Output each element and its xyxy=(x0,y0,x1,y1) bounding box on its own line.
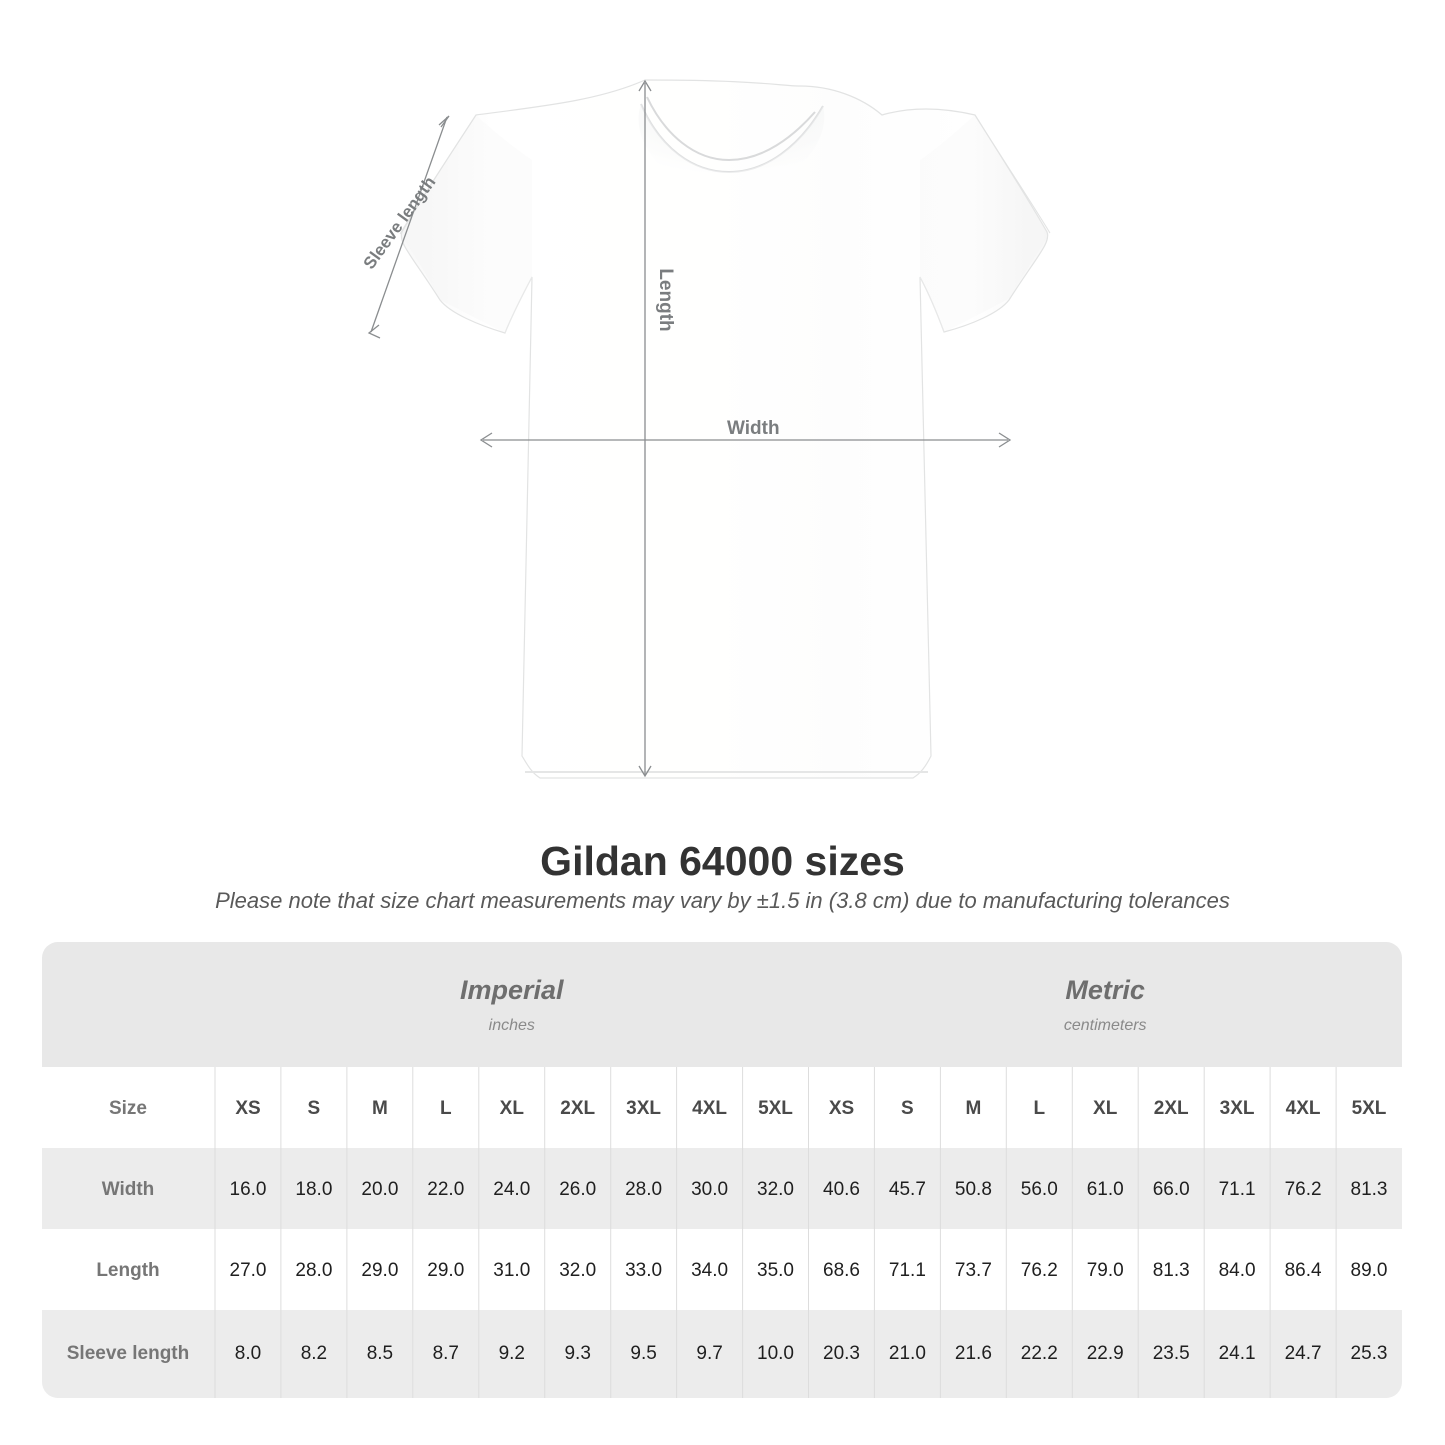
svg-text:29.0: 29.0 xyxy=(361,1260,398,1281)
svg-text:27.0: 27.0 xyxy=(230,1260,267,1281)
svg-text:2XL: 2XL xyxy=(1154,1098,1189,1119)
svg-text:L: L xyxy=(1033,1098,1045,1119)
svg-text:8.7: 8.7 xyxy=(433,1343,459,1364)
svg-text:3XL: 3XL xyxy=(1220,1098,1255,1119)
svg-text:40.6: 40.6 xyxy=(823,1179,860,1200)
svg-text:81.3: 81.3 xyxy=(1351,1179,1388,1200)
svg-text:3XL: 3XL xyxy=(626,1098,661,1119)
svg-text:XL: XL xyxy=(500,1098,525,1119)
svg-text:Imperial: Imperial xyxy=(460,975,564,1005)
svg-text:Width: Width xyxy=(727,418,780,439)
svg-text:9.2: 9.2 xyxy=(499,1343,525,1364)
svg-text:34.0: 34.0 xyxy=(691,1260,728,1281)
svg-text:S: S xyxy=(308,1098,321,1119)
svg-text:4XL: 4XL xyxy=(692,1098,727,1119)
svg-text:M: M xyxy=(965,1098,981,1119)
svg-text:25.3: 25.3 xyxy=(1351,1343,1388,1364)
svg-text:18.0: 18.0 xyxy=(295,1179,332,1200)
svg-text:9.5: 9.5 xyxy=(630,1343,656,1364)
svg-text:33.0: 33.0 xyxy=(625,1260,662,1281)
svg-text:89.0: 89.0 xyxy=(1351,1260,1388,1281)
svg-text:21.0: 21.0 xyxy=(889,1343,926,1364)
svg-text:86.4: 86.4 xyxy=(1285,1260,1322,1281)
svg-text:centimeters: centimeters xyxy=(1064,1017,1147,1034)
svg-text:9.7: 9.7 xyxy=(696,1343,722,1364)
svg-text:28.0: 28.0 xyxy=(625,1179,662,1200)
svg-text:45.7: 45.7 xyxy=(889,1179,926,1200)
svg-text:71.1: 71.1 xyxy=(1219,1179,1256,1200)
svg-text:71.1: 71.1 xyxy=(889,1260,926,1281)
svg-text:24.0: 24.0 xyxy=(493,1179,530,1200)
svg-text:2XL: 2XL xyxy=(560,1098,595,1119)
svg-text:8.2: 8.2 xyxy=(301,1343,327,1364)
svg-text:81.3: 81.3 xyxy=(1153,1260,1190,1281)
svg-text:29.0: 29.0 xyxy=(427,1260,464,1281)
svg-text:5XL: 5XL xyxy=(758,1098,793,1119)
svg-text:76.2: 76.2 xyxy=(1021,1260,1058,1281)
svg-text:16.0: 16.0 xyxy=(230,1179,267,1200)
svg-text:S: S xyxy=(901,1098,914,1119)
svg-text:76.2: 76.2 xyxy=(1285,1179,1322,1200)
svg-text:21.6: 21.6 xyxy=(955,1343,992,1364)
svg-text:26.0: 26.0 xyxy=(559,1179,596,1200)
svg-text:61.0: 61.0 xyxy=(1087,1179,1124,1200)
svg-text:XL: XL xyxy=(1093,1098,1118,1119)
svg-text:4XL: 4XL xyxy=(1286,1098,1321,1119)
svg-text:84.0: 84.0 xyxy=(1219,1260,1256,1281)
svg-text:Sleeve length: Sleeve length xyxy=(67,1343,190,1364)
svg-text:73.7: 73.7 xyxy=(955,1260,992,1281)
svg-text:20.0: 20.0 xyxy=(361,1179,398,1200)
svg-text:5XL: 5XL xyxy=(1352,1098,1387,1119)
svg-text:24.1: 24.1 xyxy=(1219,1343,1256,1364)
svg-text:22.2: 22.2 xyxy=(1021,1343,1058,1364)
svg-text:24.7: 24.7 xyxy=(1285,1343,1322,1364)
svg-text:32.0: 32.0 xyxy=(559,1260,596,1281)
svg-text:8.5: 8.5 xyxy=(367,1343,393,1364)
svg-text:68.6: 68.6 xyxy=(823,1260,860,1281)
svg-text:28.0: 28.0 xyxy=(295,1260,332,1281)
svg-text:Length: Length xyxy=(96,1260,159,1281)
svg-text:79.0: 79.0 xyxy=(1087,1260,1124,1281)
svg-text:23.5: 23.5 xyxy=(1153,1343,1190,1364)
svg-text:20.3: 20.3 xyxy=(823,1343,860,1364)
svg-text:Metric: Metric xyxy=(1065,975,1145,1005)
svg-text:L: L xyxy=(440,1098,452,1119)
svg-text:22.0: 22.0 xyxy=(427,1179,464,1200)
svg-text:M: M xyxy=(372,1098,388,1119)
svg-text:XS: XS xyxy=(829,1098,854,1119)
svg-text:inches: inches xyxy=(489,1017,535,1034)
svg-text:10.0: 10.0 xyxy=(757,1343,794,1364)
svg-text:Size: Size xyxy=(109,1098,147,1119)
svg-text:35.0: 35.0 xyxy=(757,1260,794,1281)
svg-text:66.0: 66.0 xyxy=(1153,1179,1190,1200)
svg-text:XS: XS xyxy=(235,1098,260,1119)
svg-text:56.0: 56.0 xyxy=(1021,1179,1058,1200)
svg-text:9.3: 9.3 xyxy=(564,1343,590,1364)
svg-text:50.8: 50.8 xyxy=(955,1179,992,1200)
svg-text:Width: Width xyxy=(102,1179,155,1200)
svg-text:8.0: 8.0 xyxy=(235,1343,261,1364)
svg-text:Length: Length xyxy=(655,268,676,331)
svg-text:30.0: 30.0 xyxy=(691,1179,728,1200)
svg-text:32.0: 32.0 xyxy=(757,1179,794,1200)
svg-text:31.0: 31.0 xyxy=(493,1260,530,1281)
svg-text:22.9: 22.9 xyxy=(1087,1343,1124,1364)
